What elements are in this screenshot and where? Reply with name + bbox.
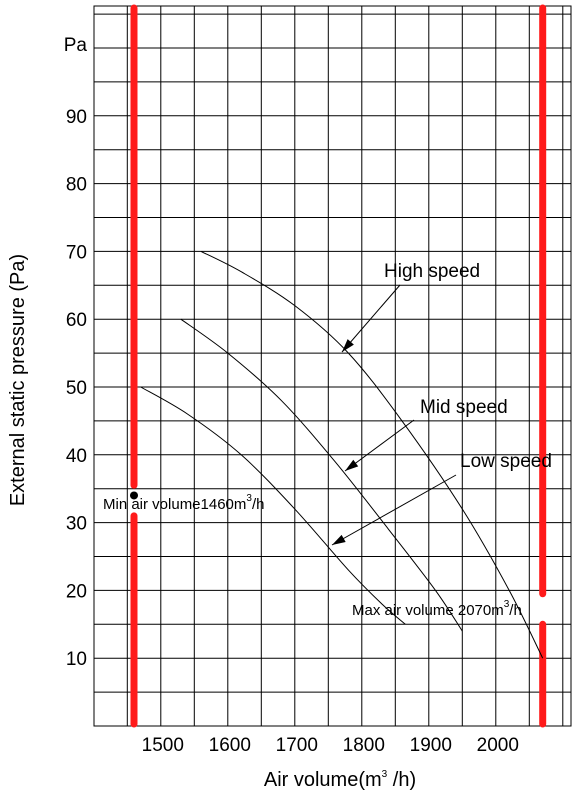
arrow-mid-speed <box>344 419 415 472</box>
plot-frame <box>93 5 572 727</box>
y-tick-label: 30 <box>66 514 87 535</box>
curve-mid-speed <box>180 318 463 632</box>
arrow-low-speed-head <box>332 534 346 545</box>
x-tick-label: 1500 <box>142 735 184 756</box>
arrow-high-speed-head <box>342 339 354 352</box>
x-tick-label: 1700 <box>276 735 318 756</box>
grid <box>93 5 572 727</box>
x-tick-label: 1800 <box>343 735 385 756</box>
x-tick-labels: 1500 1600 1700 1800 1900 2000 <box>142 735 519 756</box>
y-tick-label: 10 <box>66 649 87 670</box>
x-tick-label: 1600 <box>209 735 251 756</box>
curves <box>140 250 544 659</box>
y-unit-label: Pa <box>64 35 88 56</box>
x-axis-title: Air volume(m3 /h) <box>264 769 416 791</box>
y-axis-title: External static pressure (Pa) <box>7 254 29 506</box>
limit-lines <box>130 4 547 728</box>
arrow-low-speed <box>331 474 457 546</box>
y-tick-label: 40 <box>66 446 87 467</box>
y-tick-labels: 10 20 30 40 50 60 70 80 90 <box>66 107 87 670</box>
x-tick-label: 2000 <box>477 735 519 756</box>
series-label-high: High speed <box>384 261 480 282</box>
max-air-volume-label: Max air volume 2070m3/h <box>352 599 522 619</box>
min-air-volume-point <box>130 491 138 500</box>
arrow-high-speed <box>341 284 401 353</box>
y-tick-label: 80 <box>66 175 87 196</box>
y-tick-label: 70 <box>66 242 87 263</box>
series-label-low: Low speed <box>460 451 552 472</box>
y-tick-label: 50 <box>66 378 87 399</box>
y-tick-label: 60 <box>66 310 87 331</box>
series-label-mid: Mid speed <box>420 397 508 418</box>
arrows <box>331 284 457 546</box>
curve-low-speed <box>140 386 406 625</box>
min-air-volume-label: Min air volume1460m3/h <box>103 493 264 513</box>
x-tick-label: 1900 <box>410 735 452 756</box>
y-tick-label: 90 <box>66 107 87 128</box>
y-tick-label: 20 <box>66 581 87 602</box>
arrow-mid-speed-head <box>345 459 359 471</box>
curve-high-speed <box>200 250 544 659</box>
